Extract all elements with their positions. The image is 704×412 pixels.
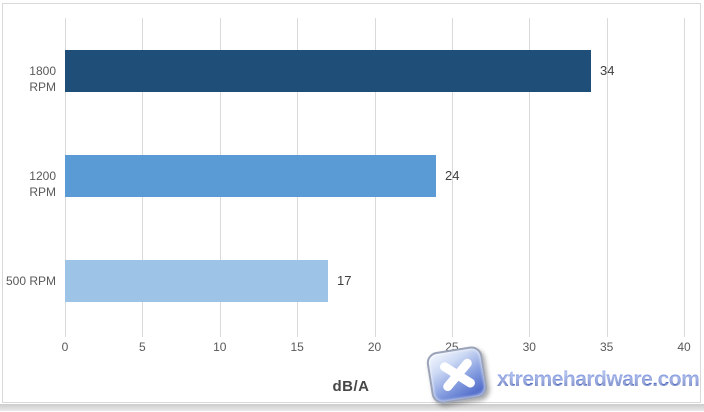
- x-axis-tick-label: 10: [213, 340, 227, 354]
- category-label-1800-rpm: 1800 RPM: [29, 64, 56, 94]
- x-axis-tick-label: 20: [367, 340, 382, 354]
- x-axis-title: dB/A: [332, 378, 370, 395]
- page-bottom-strip: [0, 404, 704, 411]
- value-label-1200-rpm: 24: [445, 168, 460, 183]
- category-label-1200-rpm: 1200 RPM: [29, 169, 56, 199]
- gridline: [452, 18, 453, 337]
- xtremehardware-logo-icon: [425, 344, 489, 406]
- x-axis-tick-label: 0: [61, 340, 69, 354]
- x-axis-tick-label: 5: [139, 340, 146, 354]
- plot-area: 34 24 17: [65, 18, 685, 337]
- x-axis-tick-label: 30: [522, 340, 536, 354]
- x-axis-tick-label: 35: [599, 340, 614, 354]
- category-label-500-rpm: 500 RPM: [5, 274, 56, 288]
- value-label-500-rpm: 17: [337, 273, 352, 288]
- watermark-text: xtremehardware.com: [497, 368, 700, 391]
- gridline: [529, 18, 530, 337]
- bar-500-rpm: [65, 260, 328, 302]
- gridline: [684, 18, 685, 337]
- x-axis-tick-label: 15: [290, 340, 304, 354]
- bar-1200-rpm: [65, 155, 436, 197]
- watermark[interactable]: xtremehardware.com: [425, 344, 700, 409]
- x-axis-tick-label: 40: [677, 340, 691, 354]
- bar-1800-rpm: [65, 50, 591, 92]
- gridline: [607, 18, 608, 337]
- value-label-1800-rpm: 34: [600, 63, 615, 78]
